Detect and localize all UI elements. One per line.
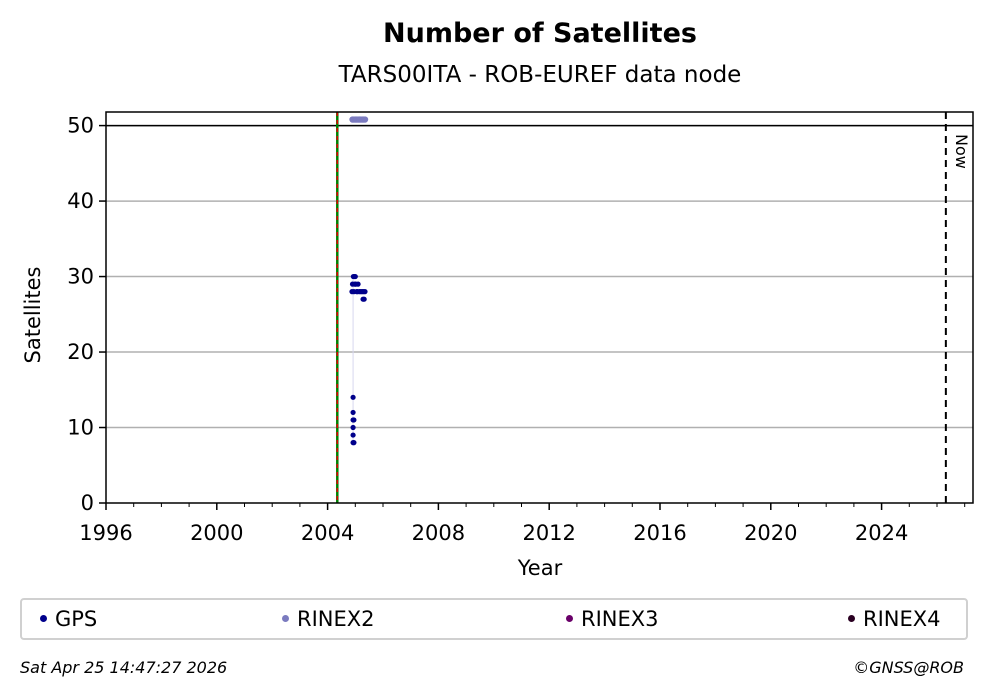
legend-label-gps: GPS	[55, 607, 98, 631]
legend-item-rinex3: RINEX3	[566, 600, 659, 638]
footer-copyright: ©GNSS@ROB	[853, 658, 964, 677]
legend-item-rinex2: RINEX2	[282, 600, 375, 638]
plot-frame	[105, 111, 974, 504]
legend-label-rinex2: RINEX2	[297, 607, 375, 631]
gps-point	[350, 394, 356, 400]
gps-point	[362, 289, 368, 295]
x-tick-label: 2008	[412, 521, 465, 545]
x-tick-label: 1996	[79, 521, 132, 545]
x-tick-label: 2012	[522, 521, 575, 545]
legend-label-rinex3: RINEX3	[581, 607, 659, 631]
y-tick-label: 0	[81, 491, 94, 515]
y-tick-label: 10	[67, 416, 94, 440]
y-tick-label: 40	[67, 189, 94, 213]
gps-point	[354, 289, 361, 295]
plot-area: Now 1996 2000 2004 2008 2012 2016 2020 2024 0 10 20…	[67, 111, 974, 545]
y-axis-label: Satellites	[21, 267, 45, 364]
legend-marker-rinex2	[282, 614, 289, 622]
x-tick-label: 2004	[301, 521, 354, 545]
footer-timestamp: Sat Apr 25 14:47:27 2026	[20, 658, 228, 677]
legend-label-rinex4: RINEX4	[863, 607, 941, 631]
legend-item-gps: GPS	[40, 600, 97, 638]
x-tick-label: 2020	[744, 521, 797, 545]
y-tick-label: 50	[67, 114, 94, 138]
rinex2-point	[361, 116, 369, 123]
legend: GPS RINEX2 RINEX3 RINEX4	[20, 598, 968, 640]
gps-point	[351, 417, 357, 423]
legend-item-rinex4: RINEX4	[848, 600, 941, 638]
x-axis-label: Year	[517, 556, 563, 580]
x-tick-label: 2024	[855, 521, 908, 545]
gps-point	[361, 296, 367, 302]
y-tick-label: 20	[67, 340, 94, 364]
y-tick-label: 30	[67, 265, 94, 289]
now-label: Now	[952, 134, 971, 169]
gps-point	[350, 432, 356, 438]
gps-point	[350, 424, 356, 431]
legend-marker-rinex3	[566, 614, 573, 622]
chart-subtitle: TARS00ITA - ROB-EUREF data node	[338, 62, 742, 88]
gps-point	[351, 440, 357, 446]
legend-marker-gps	[40, 614, 47, 622]
x-tick-label: 2016	[633, 521, 686, 545]
gps-point	[352, 281, 358, 287]
x-tick-label: 2000	[190, 521, 243, 545]
chart-title: Number of Satellites	[383, 18, 697, 49]
gps-point	[352, 273, 358, 280]
legend-marker-rinex4	[848, 614, 855, 622]
gps-point	[350, 409, 356, 416]
